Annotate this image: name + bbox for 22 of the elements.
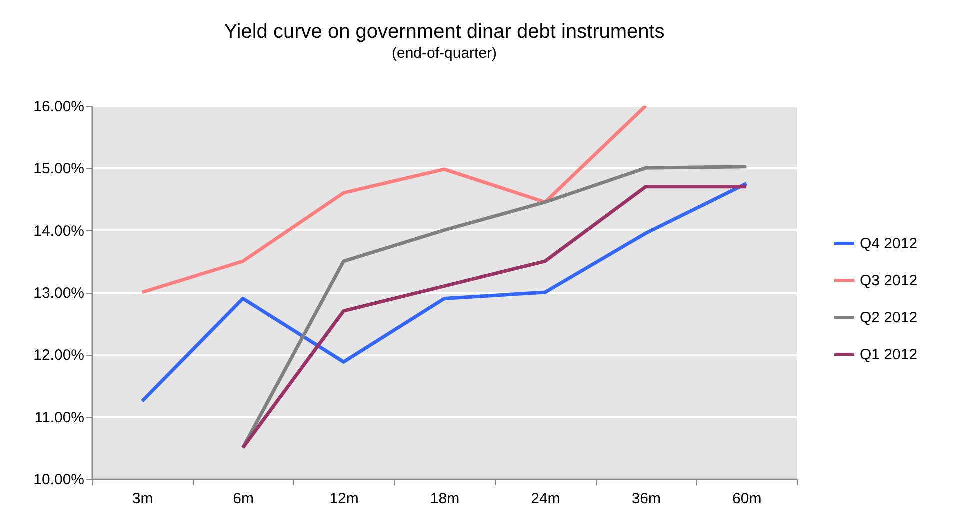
y-tick-label: 10.00% xyxy=(34,472,84,488)
x-tick-label: 60m xyxy=(732,490,762,508)
y-tick-label: 11.00% xyxy=(34,409,84,426)
y-tick-label: 16.00% xyxy=(34,98,84,116)
x-tick-label: 3m xyxy=(132,490,154,508)
line-series xyxy=(140,106,648,294)
x-tick-label: 18m xyxy=(430,490,460,508)
y-tick-label: 15.00% xyxy=(34,160,84,178)
legend-label: Q1 2012 xyxy=(860,346,918,364)
chart-title: Yield curve on government dinar debt instruments xyxy=(224,21,665,43)
x-tick-label: 12m xyxy=(330,490,359,508)
y-tick-label: 12.00% xyxy=(34,347,84,364)
legend-label: Q2 2012 xyxy=(860,310,918,326)
x-tick-label: 6m xyxy=(233,490,254,508)
y-tick-label: 14.00% xyxy=(34,222,84,240)
x-tick-label: 36m xyxy=(632,490,662,508)
y-tick-label: 13.00% xyxy=(34,285,84,302)
line-series xyxy=(140,182,748,404)
legend-label: Q3 2012 xyxy=(860,272,918,290)
legend-label: Q4 2012 xyxy=(860,236,918,252)
chart-subtitle: (end-of-quarter) xyxy=(392,45,498,62)
x-tick-label: 24m xyxy=(531,490,560,508)
